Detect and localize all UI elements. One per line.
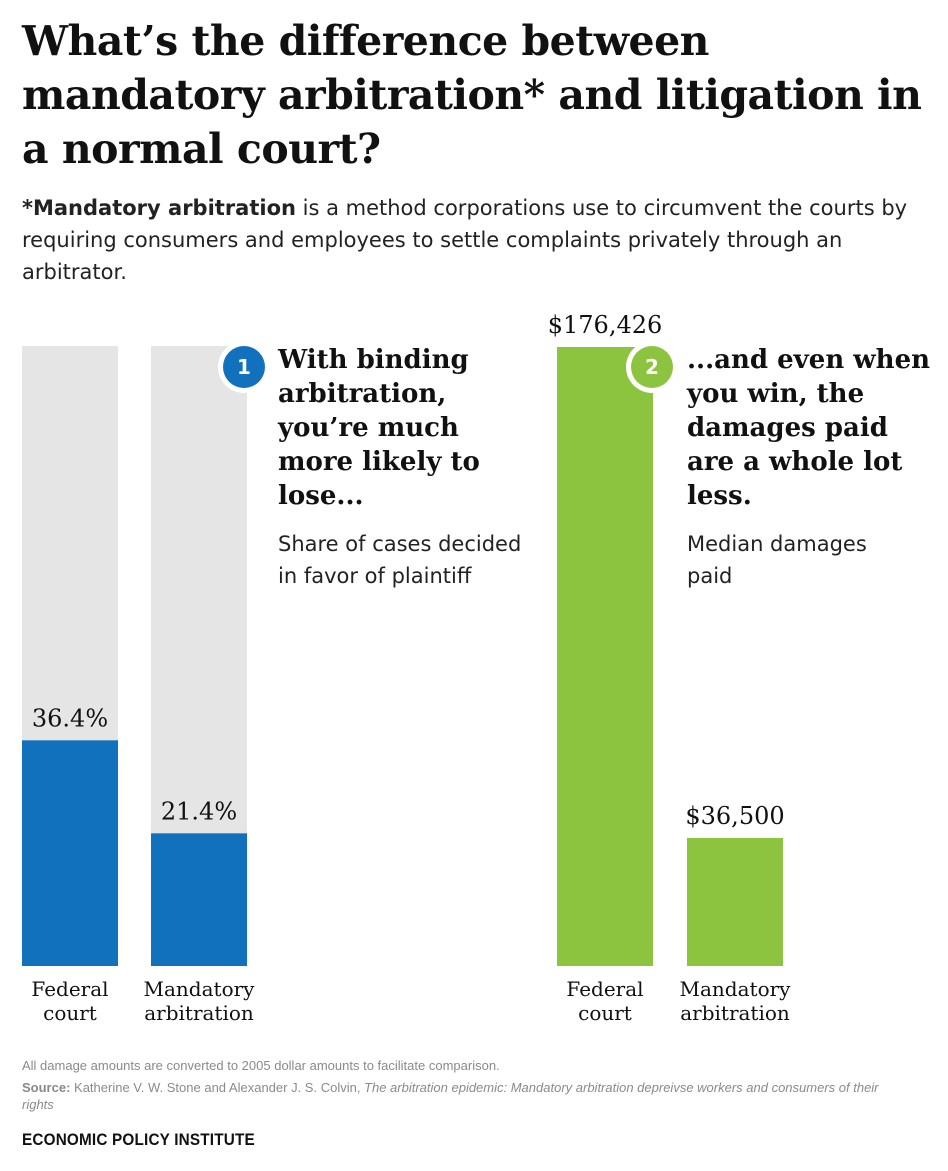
chart-2-value-label-2: $36,500 [685, 802, 784, 830]
chart-1-category-label-1-line1: Federal [31, 977, 108, 1001]
chart-1-category-label-2-line1: Mandatory [144, 977, 256, 1001]
subtitle-term: *Mandatory arbitration [22, 196, 296, 220]
subtitle-definition: is a method corporations use to circumve… [22, 196, 908, 284]
chart-1-bar-1 [22, 740, 118, 966]
footnote: All damage amounts are converted to 2005… [22, 1058, 500, 1073]
chart-2-category-label-1-line1: Federal [566, 977, 643, 1001]
chart-1-value-label-2: 21.4% [161, 797, 237, 825]
chart-1-bar-2 [151, 833, 247, 966]
chart-1-badge [223, 346, 265, 388]
source-authors: Katherine V. W. Stone and Alexander J. S… [70, 1080, 365, 1095]
chart-2-heading: ...and even when you win, the damages pa… [687, 345, 931, 511]
chart-1-heading: With binding arbitration, you’re much mo… [278, 345, 480, 511]
source-line: Source: Katherine V. W. Stone and Alexan… [22, 1079, 882, 1113]
page-title: What’s the difference between mandatory … [22, 17, 922, 173]
chart-2-ylabel: Median damages paid [687, 532, 867, 588]
source-title: The arbitration epidemic: Mandatory arbi… [22, 1080, 879, 1112]
chart-1-badge-number: 1 [237, 355, 251, 379]
chart-2-category-label-1-line2: court [578, 1001, 632, 1025]
chart-1-category-label-2-line2: arbitration [144, 1001, 254, 1025]
chart-2-bar-2 [687, 837, 783, 966]
chart-1-ylabel: Share of cases decided in favor of plain… [278, 532, 522, 588]
chart-2-category-label-2-line1: Mandatory [680, 977, 792, 1001]
chart-1-value-label-1: 36.4% [32, 704, 108, 732]
chart-1-category-label-1-line2: court [43, 1001, 97, 1025]
chart-2-bar-1 [557, 347, 653, 966]
org-logo: ECONOMIC POLICY INSTITUTE [22, 1130, 255, 1149]
source-label: Source: [22, 1080, 71, 1095]
subtitle: *Mandatory arbitration is a method corpo… [22, 192, 922, 288]
chart-2-category-label-2-line2: arbitration [680, 1001, 790, 1025]
chart-2-value-label-1: $176,426 [548, 311, 663, 339]
chart-2-badge [631, 346, 673, 388]
chart-2-badge-number: 2 [645, 355, 659, 379]
